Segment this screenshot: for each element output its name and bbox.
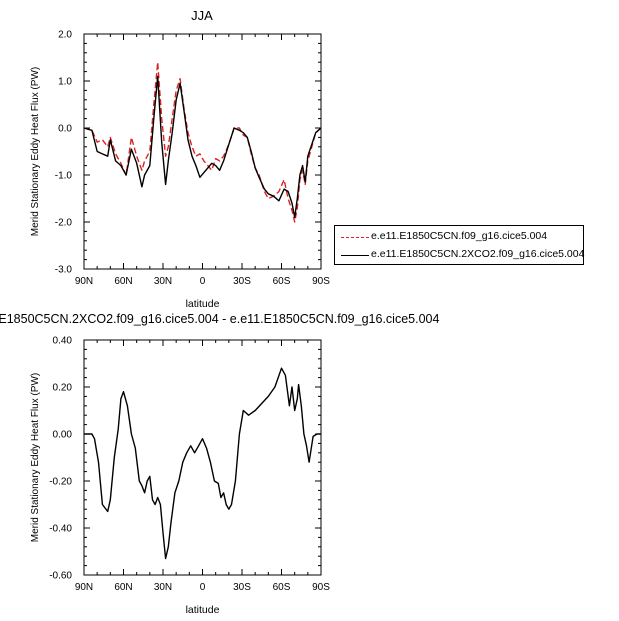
y-axis-label: Merid Stationary Eddy Heat Flux (PW) <box>30 373 41 543</box>
legend-label-control: e.e11.E1850C5CN.f09_g16.cice5.004 <box>371 230 548 242</box>
legend-label-2xco2: e.e11.E1850C5CN.2XCO2.f09_g16.cice5.004 <box>371 248 585 260</box>
x-tick-label: 30N <box>154 276 172 287</box>
y-tick-label: 0.00 <box>53 430 73 441</box>
legend-swatch-2xco2 <box>341 255 369 256</box>
chart-title: e.e11.E1850C5CN.2XCO2.f09_g16.cice5.004 … <box>0 312 439 326</box>
x-tick-label: 60N <box>114 276 132 287</box>
y-tick-label: -0.60 <box>49 571 72 582</box>
y-tick-label: 1.0 <box>58 77 72 88</box>
x-tick-label: 30S <box>233 276 251 287</box>
x-tick-label: 30S <box>233 582 251 593</box>
x-tick-label: 90S <box>312 582 330 593</box>
y-tick-label: -3.0 <box>55 265 73 276</box>
x-tick-label: 60N <box>114 582 132 593</box>
legend-item-control: e.e11.E1850C5CN.f09_g16.cice5.004 <box>335 228 583 246</box>
x-tick-label: 90N <box>75 276 93 287</box>
plot-frame <box>83 33 322 270</box>
y-tick-label: 2.0 <box>58 30 72 41</box>
x-tick-label: 90N <box>75 582 93 593</box>
legend: e.e11.E1850C5CN.f09_g16.cice5.004 e.e11.… <box>334 225 584 265</box>
x-tick-label: 60S <box>273 276 291 287</box>
x-tick-label: 0 <box>200 276 206 287</box>
x-axis-label: latitude <box>186 298 220 310</box>
y-tick-label: 0.20 <box>53 383 73 394</box>
x-tick-label: 30N <box>154 582 172 593</box>
series-line-0 <box>83 61 322 223</box>
legend-swatch-control <box>341 237 369 238</box>
y-tick-label: -1.0 <box>55 171 73 182</box>
y-tick-label: -2.0 <box>55 218 73 229</box>
y-tick-label: 0.0 <box>58 124 72 135</box>
series-line-0 <box>84 367 321 560</box>
y-axis-label: Merid Stationary Eddy Heat Flux (PW) <box>30 67 41 237</box>
x-tick-label: 60S <box>273 582 291 593</box>
legend-item-2xco2: e.e11.E1850C5CN.2XCO2.f09_g16.cice5.004 <box>335 246 585 264</box>
bottom-panel: e.e11.E1850C5CN.2XCO2.f09_g16.cice5.004 … <box>0 312 439 616</box>
x-tick-label: 0 <box>200 582 206 593</box>
y-tick-label: -0.40 <box>49 524 72 535</box>
chart-title: JJA <box>191 8 213 23</box>
x-tick-label: 90S <box>312 276 330 287</box>
x-axis-label: latitude <box>186 604 220 616</box>
y-tick-label: -0.20 <box>49 477 72 488</box>
series-line-1 <box>83 75 322 219</box>
y-tick-label: 0.40 <box>53 336 73 347</box>
